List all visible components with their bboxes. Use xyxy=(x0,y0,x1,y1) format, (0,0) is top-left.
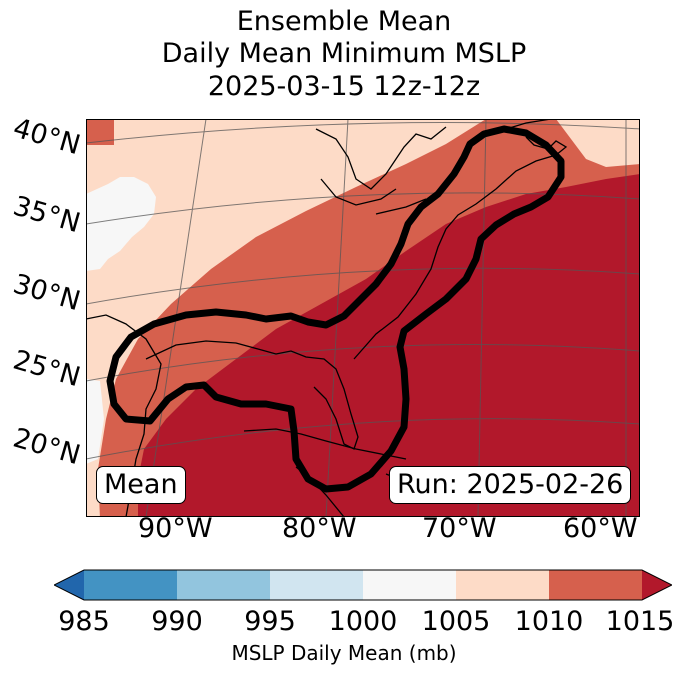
ensemble-contour-outline xyxy=(106,125,565,493)
colorbar-tick-1000: 1000 xyxy=(328,606,398,637)
lat-label-25: 25°N xyxy=(9,344,84,394)
lon-label-80w: 80°W xyxy=(282,513,357,544)
colorbar-outline xyxy=(54,569,672,601)
lon-label-70w: 70°W xyxy=(422,513,497,544)
lat-label-30: 30°N xyxy=(9,268,84,318)
lon-label-90w: 90°W xyxy=(138,513,213,544)
colorbar-tick-985: 985 xyxy=(58,606,110,637)
colorbar-segment xyxy=(177,570,270,600)
colorbar-segment xyxy=(270,570,363,600)
colorbar-extend-high xyxy=(642,570,672,600)
colorbar-segment xyxy=(363,570,456,600)
colorbar-label: MSLP Daily Mean (mb) xyxy=(231,641,457,665)
colorbar-segment xyxy=(84,570,177,600)
lon-label-60w: 60°W xyxy=(563,513,638,544)
colorbar-segment xyxy=(456,570,549,600)
lat-label-35: 35°N xyxy=(9,190,84,240)
pressure-1000-1005-patch xyxy=(86,177,156,271)
colorbar-tick-1010: 1010 xyxy=(514,606,584,637)
title-line-2: Daily Mean Minimum MSLP xyxy=(161,38,527,69)
colorbar xyxy=(54,569,672,601)
map-panel xyxy=(86,119,640,517)
colorbar-tick-995: 995 xyxy=(244,606,296,637)
pressure-1000-1005-patch-west xyxy=(86,379,104,464)
colorbar-tick-990: 990 xyxy=(151,606,203,637)
title-line-3: 2025-03-15 12z-12z xyxy=(207,71,481,102)
colorbar-tick-1005: 1005 xyxy=(421,606,491,637)
colorbar-extend-low xyxy=(54,570,84,600)
lat-label-20: 20°N xyxy=(9,422,84,472)
colorbar-segment xyxy=(549,570,642,600)
map-frame xyxy=(86,119,640,517)
lat-label-40: 40°N xyxy=(9,112,84,162)
colorbar-tick-1015: 1015 xyxy=(605,606,675,637)
pressure-1010-upper-right xyxy=(556,119,640,167)
run-date-box: Run: 2025-02-26 xyxy=(389,466,632,504)
title-line-1: Ensemble Mean xyxy=(236,6,452,37)
mean-label-box: Mean xyxy=(96,466,186,504)
